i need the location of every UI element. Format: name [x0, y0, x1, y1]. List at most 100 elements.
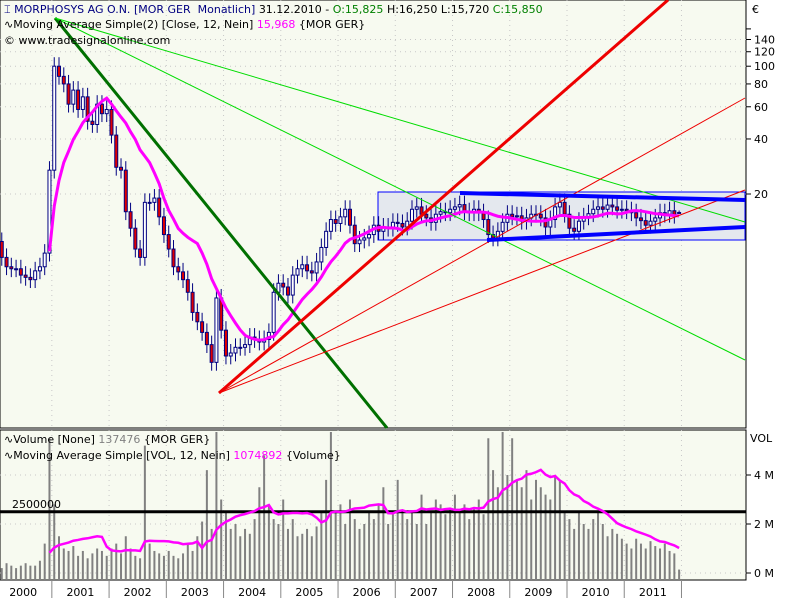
candle [562, 201, 567, 215]
candle [185, 279, 190, 293]
trend-line [218, 97, 746, 394]
candle [233, 346, 238, 354]
candle [357, 239, 362, 245]
candle [500, 221, 505, 232]
trend-line [53, 17, 389, 429]
candle [600, 206, 605, 210]
ma-value: 15,968 [256, 18, 296, 31]
candle [543, 217, 548, 228]
candle [347, 208, 352, 226]
candle [457, 204, 462, 208]
candle [553, 206, 558, 221]
candle [71, 89, 76, 105]
candle [448, 208, 453, 214]
candle [605, 204, 610, 210]
x-tick-label: 2003 [181, 586, 209, 599]
x-tick-label: 2010 [582, 586, 610, 599]
candle [333, 219, 338, 224]
candle [576, 220, 581, 232]
volume-ma-value: 1074892 [233, 449, 283, 462]
candle [214, 297, 219, 363]
candle [514, 215, 519, 218]
candle [14, 268, 19, 271]
candle [47, 169, 52, 254]
candle [281, 282, 286, 288]
candle [33, 270, 38, 281]
y-tick-label: 120 [754, 46, 775, 59]
candle [181, 271, 186, 281]
candle [610, 204, 615, 208]
price-legend: ⌶ MORPHOSYS AG O.N. [MOR GER Monatlich] … [4, 3, 543, 17]
ma-source: {MOR GER} [298, 18, 366, 31]
candle [104, 108, 109, 115]
volume-source: {MOR GER} [143, 433, 211, 446]
open-value: O:15,825 [332, 3, 384, 16]
x-tick-label: 2009 [524, 586, 552, 599]
x-tick-label: 2004 [238, 586, 266, 599]
candle [28, 276, 33, 281]
x-tick-label: 2002 [124, 586, 152, 599]
candle [362, 237, 367, 241]
volume-tick-label: 2 M [754, 518, 774, 531]
candle [123, 169, 128, 213]
candle [152, 197, 157, 203]
candle [209, 344, 214, 363]
candle [271, 291, 276, 333]
candle [138, 248, 143, 258]
candle [615, 206, 620, 211]
x-tick-label: 2011 [639, 586, 667, 599]
candle [538, 213, 543, 219]
candle [52, 65, 57, 171]
candle [295, 268, 300, 276]
candle [328, 219, 333, 232]
trend-line [459, 191, 746, 202]
candle [0, 240, 4, 258]
candle [414, 206, 419, 210]
volume-bars [0, 432, 681, 580]
candle [4, 256, 9, 268]
candle [23, 274, 28, 278]
candle [400, 222, 405, 228]
copyright: © www.tradesignalonline.com [4, 34, 171, 47]
candle [228, 352, 233, 357]
candle [66, 83, 71, 105]
candle [171, 248, 176, 268]
candle [114, 134, 119, 168]
candle [352, 224, 357, 245]
candle [85, 96, 90, 122]
trend-line [218, 189, 746, 394]
volume-label: Volume [None] [13, 433, 95, 446]
candle [157, 197, 162, 218]
volume-moving-average-line [48, 468, 680, 554]
candle [9, 266, 14, 270]
candle [677, 211, 682, 214]
candle [161, 216, 166, 236]
y-tick-label: 100 [754, 60, 775, 73]
candle [314, 261, 319, 274]
trend-line [54, 17, 746, 361]
candle [133, 227, 138, 250]
trend-line [54, 17, 746, 223]
candle [119, 166, 124, 171]
volume-value: 137476 [98, 433, 141, 446]
candle [80, 96, 85, 110]
indicator-icon: ∿ [4, 18, 14, 31]
candle-icon: ⌶ [4, 3, 15, 16]
candle [338, 216, 343, 224]
candle [486, 219, 491, 236]
candle [57, 65, 62, 77]
candle [409, 208, 414, 222]
candle [424, 213, 429, 219]
candle [591, 208, 596, 215]
ma-label: Moving Average Simple(2) [Close, 12, Nei… [13, 18, 254, 31]
candle [300, 264, 305, 270]
candle [109, 108, 114, 136]
ma-legend: ∿Moving Average Simple(2) [Close, 12, Ne… [4, 18, 365, 31]
candle [596, 206, 601, 210]
candle [200, 321, 205, 333]
trend-line [486, 225, 746, 242]
candle [343, 208, 348, 218]
candle [324, 230, 329, 248]
candle [166, 234, 171, 250]
